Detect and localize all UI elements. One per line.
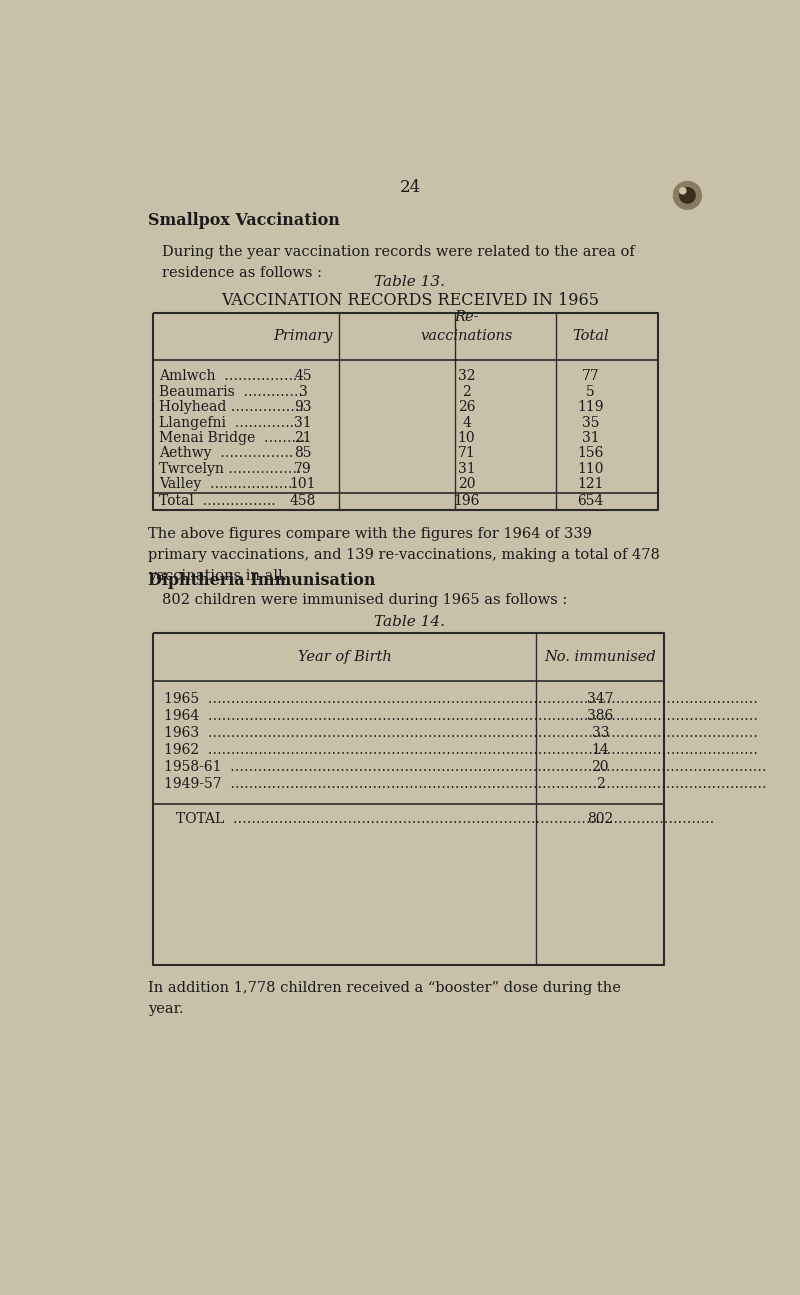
Circle shape xyxy=(680,188,686,194)
Text: No. immunised: No. immunised xyxy=(544,650,656,664)
Text: 110: 110 xyxy=(578,462,604,475)
Text: Aethwy  …………….: Aethwy ……………. xyxy=(159,447,293,461)
Text: Diphtheria Immunisation: Diphtheria Immunisation xyxy=(148,572,375,589)
Text: 77: 77 xyxy=(582,369,599,383)
Text: 31: 31 xyxy=(294,416,312,430)
Text: 654: 654 xyxy=(578,495,604,508)
Text: 347: 347 xyxy=(587,692,614,706)
Text: 1965  …………………………………………………………………………………………………………: 1965 ……………………………………………………………………………………………… xyxy=(163,692,758,706)
Text: Holyhead …………….: Holyhead ……………. xyxy=(159,400,304,414)
Text: Beaumaris  ………….: Beaumaris …………. xyxy=(159,385,302,399)
Text: 21: 21 xyxy=(294,431,312,445)
Text: 35: 35 xyxy=(582,416,599,430)
Text: 386: 386 xyxy=(587,708,614,723)
Text: 20: 20 xyxy=(591,760,609,774)
Text: 32: 32 xyxy=(458,369,475,383)
Text: Primary: Primary xyxy=(274,329,333,343)
Text: 33: 33 xyxy=(591,726,609,739)
Text: During the year vaccination records were related to the area of
residence as fol: During the year vaccination records were… xyxy=(162,245,634,280)
Text: 93: 93 xyxy=(294,400,312,414)
Text: Table 14.: Table 14. xyxy=(374,615,446,629)
Text: 1949-57  ………………………………………………………………………………………………………: 1949-57 ……………………………………………………………………………………… xyxy=(163,777,766,791)
Text: Twrcelyn …………….: Twrcelyn ……………. xyxy=(159,462,301,475)
Text: 121: 121 xyxy=(578,477,604,491)
Text: Re-
vaccinations: Re- vaccinations xyxy=(420,310,513,343)
Text: 2: 2 xyxy=(462,385,471,399)
Text: Table 13.: Table 13. xyxy=(374,276,446,290)
Text: 85: 85 xyxy=(294,447,312,461)
Text: In addition 1,778 children received a “booster” dose during the
year.: In addition 1,778 children received a “b… xyxy=(148,980,621,1017)
Text: 14: 14 xyxy=(591,743,609,756)
Text: Llangefni  ………….: Llangefni …………. xyxy=(159,416,294,430)
Text: 79: 79 xyxy=(294,462,312,475)
Text: 20: 20 xyxy=(458,477,475,491)
Text: 1963  …………………………………………………………………………………………………………: 1963 ……………………………………………………………………………………………… xyxy=(163,726,758,739)
Text: 31: 31 xyxy=(582,431,599,445)
Text: 26: 26 xyxy=(458,400,475,414)
Text: 119: 119 xyxy=(578,400,604,414)
Circle shape xyxy=(674,181,702,210)
Text: 3: 3 xyxy=(298,385,307,399)
Circle shape xyxy=(680,188,695,203)
Text: 458: 458 xyxy=(290,495,316,508)
Text: Amlwch  …………….: Amlwch ……………. xyxy=(159,369,297,383)
Text: 5: 5 xyxy=(586,385,595,399)
Text: 196: 196 xyxy=(454,495,480,508)
Text: 24: 24 xyxy=(399,179,421,197)
Text: Year of Birth: Year of Birth xyxy=(298,650,391,664)
Text: Smallpox Vaccination: Smallpox Vaccination xyxy=(148,211,340,229)
Text: Valley  ……………….: Valley ………………. xyxy=(159,477,297,491)
Text: Menai Bridge  ……….: Menai Bridge ………. xyxy=(159,431,310,445)
Text: 71: 71 xyxy=(458,447,475,461)
Text: 802: 802 xyxy=(587,812,614,826)
Text: 31: 31 xyxy=(458,462,475,475)
Text: 101: 101 xyxy=(290,477,316,491)
Text: 156: 156 xyxy=(578,447,604,461)
Text: 1964  …………………………………………………………………………………………………………: 1964 ……………………………………………………………………………………………… xyxy=(163,708,758,723)
Text: 10: 10 xyxy=(458,431,475,445)
Text: Total: Total xyxy=(572,329,609,343)
Text: The above figures compare with the figures for 1964 of 339
primary vaccinations,: The above figures compare with the figur… xyxy=(148,527,660,583)
Text: VACCINATION RECORDS RECEIVED IN 1965: VACCINATION RECORDS RECEIVED IN 1965 xyxy=(221,291,599,308)
Text: 45: 45 xyxy=(294,369,312,383)
Text: 4: 4 xyxy=(462,416,471,430)
Text: 1958-61  ………………………………………………………………………………………………………: 1958-61 ……………………………………………………………………………………… xyxy=(163,760,766,774)
Text: 2: 2 xyxy=(596,777,605,791)
Text: TOTAL  ……………………………………………………………………………………………: TOTAL …………………………………………………………………………………………… xyxy=(176,812,714,826)
Text: 1962  …………………………………………………………………………………………………………: 1962 ……………………………………………………………………………………………… xyxy=(163,743,758,756)
Text: Total  …………….: Total ……………. xyxy=(159,495,275,508)
Text: 802 children were immunised during 1965 as follows :: 802 children were immunised during 1965 … xyxy=(162,593,567,607)
